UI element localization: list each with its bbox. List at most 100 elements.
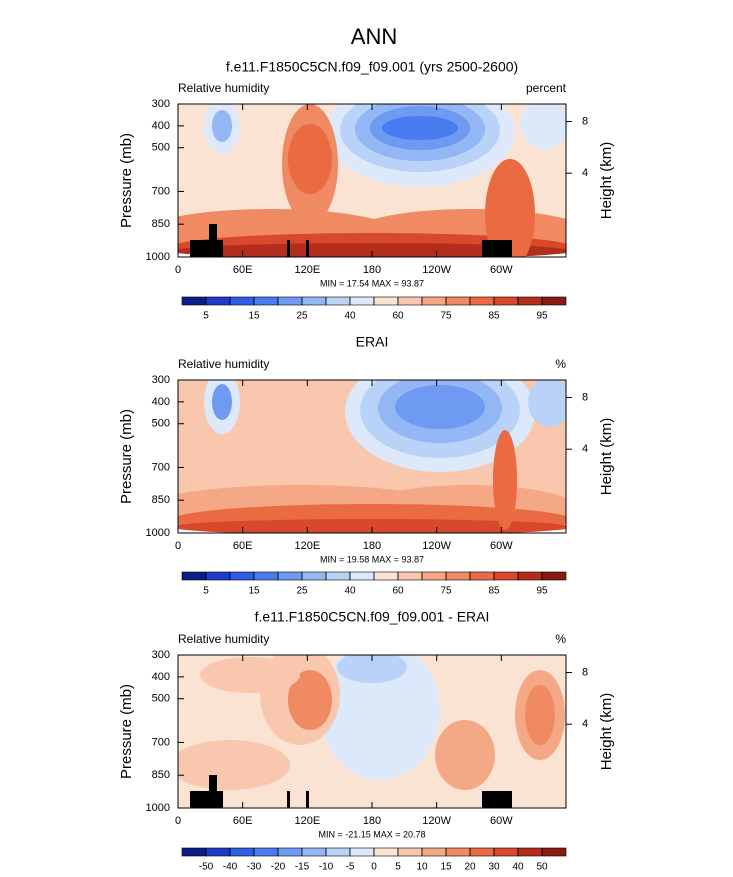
colorbar-box [469, 296, 495, 306]
colorbar-box [493, 571, 519, 581]
colorbar-box [445, 571, 471, 581]
left-label: Relative humidity [178, 357, 269, 371]
y-tick-label: 1000 [146, 527, 170, 539]
colorbar-box [421, 571, 447, 581]
colorbar-box [373, 296, 399, 306]
contour-fill [320, 655, 440, 780]
colorbar-box [493, 847, 519, 857]
y-tick-label: 400 [152, 396, 170, 408]
x-tick-label: 60W [490, 540, 513, 552]
colorbar-label: 75 [440, 586, 452, 597]
x-tick-label: 120W [422, 815, 451, 827]
colorbar-label: -15 [295, 862, 310, 872]
x-tick-label: 0 [175, 264, 181, 276]
colorbar-box [325, 847, 351, 857]
colorbar-box [445, 847, 471, 857]
right-label: percent [526, 81, 567, 95]
y2-tick-label: 4 [582, 167, 588, 179]
colorbar-box [517, 296, 543, 306]
colorbar-label: 85 [488, 311, 500, 322]
y-tick-label: 300 [152, 98, 170, 110]
y-tick-label: 300 [152, 374, 170, 386]
y-tick-label: 700 [152, 736, 170, 748]
colorbar-label: 60 [392, 586, 404, 597]
colorbar-box [205, 296, 231, 306]
y2-axis-label: Height (km) [598, 142, 615, 220]
colorbar-box [253, 847, 279, 857]
x-tick-label: 0 [175, 815, 181, 827]
right-label: % [555, 632, 566, 646]
colorbar-box [277, 847, 303, 857]
colorbar-box [493, 296, 519, 306]
contour-fill [525, 685, 555, 745]
y-tick-label: 850 [152, 218, 170, 230]
x-tick-label: 120W [422, 264, 451, 276]
colorbar-label: -50 [199, 862, 214, 872]
x-tick-label: 180 [363, 264, 381, 276]
colorbar-box [469, 571, 495, 581]
terrain [190, 240, 223, 257]
colorbar-box [205, 571, 231, 581]
colorbar-label: 15 [248, 586, 260, 597]
contour-fill [395, 385, 485, 429]
colorbar-box [229, 847, 255, 857]
contour-fill [178, 519, 566, 533]
contour-fill [178, 740, 290, 790]
colorbar-box [373, 847, 399, 857]
x-tick-label: 120E [294, 540, 320, 552]
stats: MIN = 17.54 MAX = 93.87 [320, 278, 424, 288]
terrain [306, 791, 309, 808]
colorbar-box [229, 571, 255, 581]
x-tick-label: 120E [294, 264, 320, 276]
right-label: % [555, 357, 566, 371]
colorbar-box [541, 571, 567, 581]
terrain [287, 240, 290, 257]
colorbar-label: -20 [271, 862, 286, 872]
y2-tick-label: 8 [582, 115, 588, 127]
colorbar-label: 25 [296, 311, 308, 322]
x-tick-label: 120W [422, 540, 451, 552]
y2-tick-label: 8 [582, 391, 588, 403]
colorbar-label: 0 [371, 862, 377, 872]
panel-title: f.e11.F1850C5CN.f09_f09.001 (yrs 2500-26… [226, 59, 518, 75]
y-tick-label: 700 [152, 185, 170, 197]
y2-tick-label: 4 [582, 443, 588, 455]
y-axis-label: Pressure (mb) [118, 409, 135, 504]
contour-fill [288, 670, 332, 730]
contour-fill [212, 110, 232, 142]
y2-tick-label: 8 [582, 666, 588, 678]
contour-fill [288, 124, 332, 194]
colorbar-label: -5 [346, 862, 355, 872]
panel-title: ERAI [356, 334, 389, 350]
y-tick-label: 500 [152, 142, 170, 154]
contour-fill [520, 104, 566, 149]
colorbar-box [373, 571, 399, 581]
colorbar-label: 5 [203, 311, 209, 322]
colorbar-box [349, 847, 375, 857]
colorbar-label: 20 [464, 862, 476, 872]
contour-field [178, 104, 566, 257]
y-tick-label: 1000 [146, 251, 170, 263]
y-tick-label: 300 [152, 649, 170, 661]
y-tick-label: 850 [152, 769, 170, 781]
y-tick-label: 400 [152, 120, 170, 132]
x-tick-label: 120E [294, 815, 320, 827]
x-tick-label: 180 [363, 815, 381, 827]
colorbar-box [181, 571, 207, 581]
terrain [482, 791, 512, 808]
y2-axis-label: Height (km) [598, 418, 615, 496]
colorbar-label: 85 [488, 586, 500, 597]
colorbar-box [253, 296, 279, 306]
colorbar-label: 50 [536, 862, 548, 872]
contour-fill [485, 159, 535, 257]
colorbar-box [277, 571, 303, 581]
contour-fill [178, 243, 566, 257]
colorbar-box [325, 296, 351, 306]
y-tick-label: 1000 [146, 802, 170, 814]
panel-title: f.e11.F1850C5CN.f09_f09.001 - ERAI [255, 609, 490, 625]
contour-fill [382, 116, 458, 140]
colorbar-label: 75 [440, 311, 452, 322]
colorbar-box [301, 847, 327, 857]
colorbar-label: 15 [440, 862, 452, 872]
